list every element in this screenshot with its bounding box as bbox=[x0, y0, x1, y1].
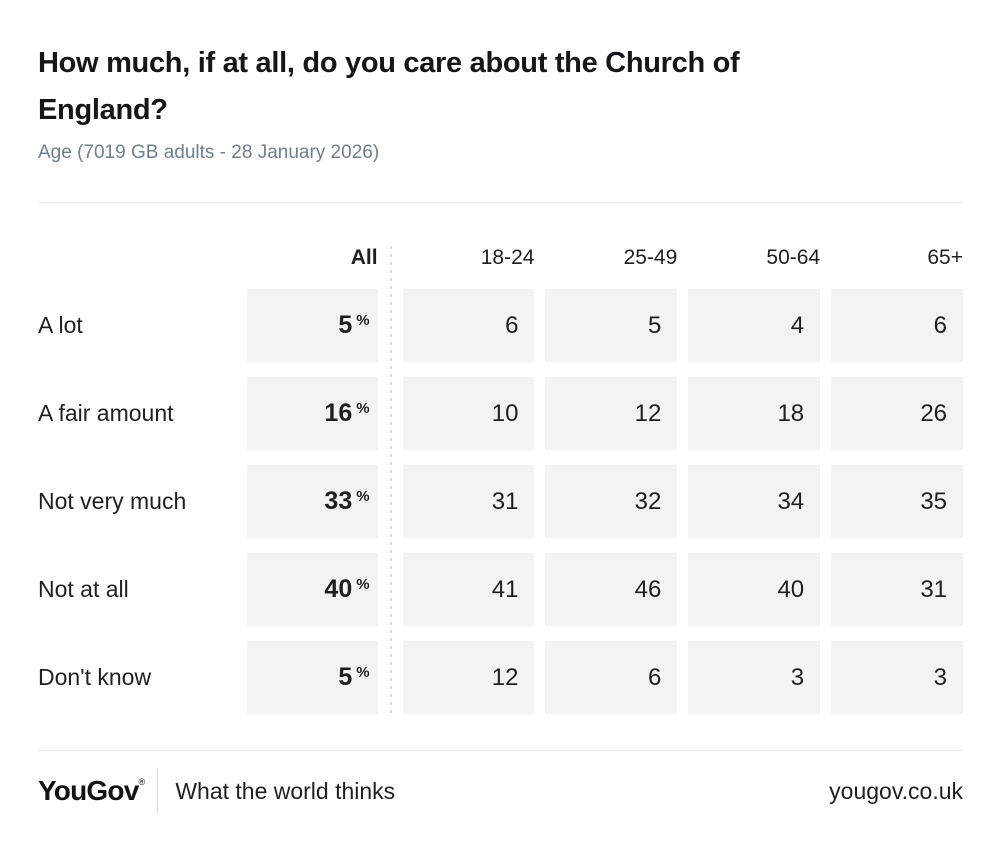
page-subtitle: Age (7019 GB adults - 28 January 2026) bbox=[38, 142, 380, 163]
value-cell: 5 bbox=[545, 289, 678, 362]
value-cell: 12 bbox=[402, 641, 535, 714]
registered-trademark-symbol: ® bbox=[138, 777, 145, 787]
value-cell: 10 bbox=[402, 377, 535, 450]
value-cell: 35 bbox=[831, 465, 964, 538]
value-cell: 18 bbox=[688, 377, 821, 450]
value-cell: 6 bbox=[402, 289, 535, 362]
footer-divider bbox=[38, 750, 963, 751]
all-value: 40 bbox=[324, 575, 353, 603]
footer: YouGov® What the world thinks yougov.co.… bbox=[38, 767, 963, 815]
value-cell: 34 bbox=[688, 465, 821, 538]
value-cell-all: 16% bbox=[246, 377, 378, 450]
value-cell-all: 33% bbox=[246, 465, 378, 538]
all-value: 5 bbox=[338, 311, 353, 339]
value-cell: 6 bbox=[545, 641, 678, 714]
results-table: All 18-24 25-49 50-64 65+ A lot 5% 6 5 4… bbox=[38, 246, 964, 714]
row-label: A lot bbox=[38, 312, 83, 338]
yougov-logo-text: YouGov bbox=[38, 775, 139, 806]
percent-sign: % bbox=[356, 400, 370, 417]
value-cell: 31 bbox=[402, 465, 535, 538]
row-label: A fair amount bbox=[38, 400, 174, 426]
value-cell-all: 5% bbox=[246, 289, 378, 362]
page-title: How much, if at all, do you care about t… bbox=[38, 47, 740, 126]
value-cell: 41 bbox=[402, 553, 535, 626]
percent-sign: % bbox=[356, 312, 370, 329]
table-row: Not at all 40% 41 46 40 31 bbox=[38, 553, 964, 626]
value-cell-all: 40% bbox=[246, 553, 378, 626]
value-cell: 6 bbox=[831, 289, 964, 362]
row-label: Don't know bbox=[38, 664, 152, 690]
value-cell: 12 bbox=[545, 377, 678, 450]
column-header-25-49: 25-49 bbox=[623, 246, 678, 269]
value-cell: 31 bbox=[831, 553, 964, 626]
value-cell: 40 bbox=[688, 553, 821, 626]
all-value: 5 bbox=[338, 663, 353, 691]
percent-sign: % bbox=[356, 576, 370, 593]
row-label: Not at all bbox=[38, 576, 129, 602]
value-cell: 32 bbox=[545, 465, 678, 538]
footer-vertical-divider bbox=[157, 768, 159, 814]
value-cell: 26 bbox=[831, 377, 964, 450]
value-cell-all: 5% bbox=[246, 641, 378, 714]
column-header-50-64: 50-64 bbox=[766, 246, 821, 269]
footer-url: yougov.co.uk bbox=[829, 777, 963, 804]
row-label: Not very much bbox=[38, 488, 187, 514]
table-row: Not very much 33% 31 32 34 35 bbox=[38, 465, 964, 538]
footer-tagline: What the world thinks bbox=[175, 777, 396, 804]
table-header-row: All 18-24 25-49 50-64 65+ bbox=[38, 246, 963, 270]
top-divider bbox=[38, 202, 963, 203]
yougov-logo: YouGov® bbox=[38, 775, 145, 807]
table-row: Don't know 5% 12 6 3 3 bbox=[38, 641, 964, 714]
table-row: A fair amount 16% 10 12 18 26 bbox=[38, 377, 964, 450]
all-value: 16 bbox=[324, 399, 353, 427]
value-cell: 4 bbox=[688, 289, 821, 362]
percent-sign: % bbox=[356, 488, 370, 505]
column-header-18-24: 18-24 bbox=[480, 246, 535, 269]
all-column-dashed-divider bbox=[390, 246, 392, 714]
table-row: A lot 5% 6 5 4 6 bbox=[38, 289, 964, 362]
value-cell: 3 bbox=[688, 641, 821, 714]
value-cell: 3 bbox=[831, 641, 964, 714]
column-header-all: All bbox=[350, 246, 378, 269]
all-value: 33 bbox=[324, 487, 353, 515]
percent-sign: % bbox=[356, 664, 370, 681]
column-header-65-plus: 65+ bbox=[927, 246, 963, 269]
value-cell: 46 bbox=[545, 553, 678, 626]
